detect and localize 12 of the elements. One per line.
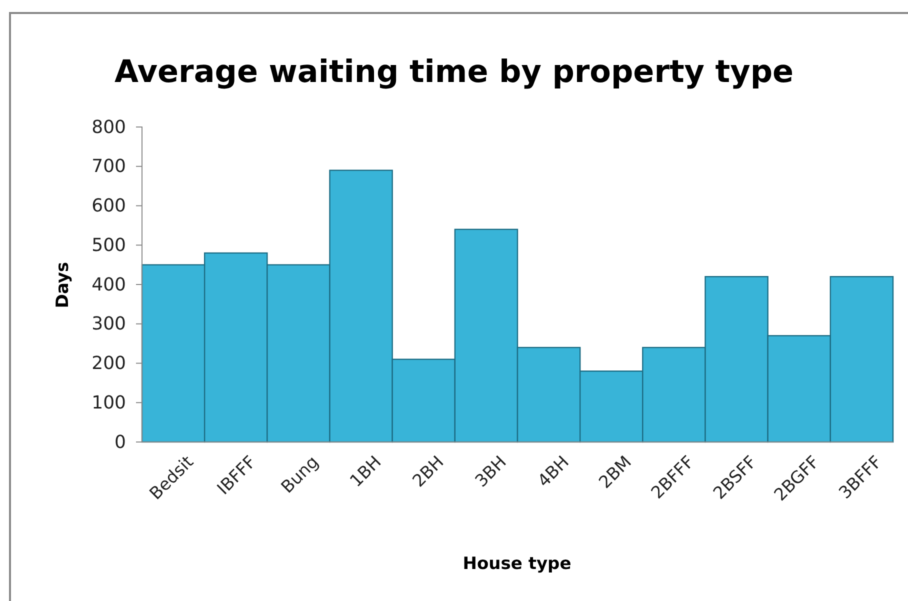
y-tick-label: 0 bbox=[114, 432, 126, 453]
y-axis-title: Days bbox=[53, 262, 73, 308]
chart-title: Average waiting time by property type bbox=[114, 54, 794, 90]
y-tick-label: 700 bbox=[92, 156, 126, 178]
y-tick-label: 600 bbox=[92, 196, 126, 217]
y-tick-label: 400 bbox=[92, 274, 126, 296]
y-tick-label: 100 bbox=[92, 392, 126, 414]
y-tick-label: 200 bbox=[92, 353, 126, 374]
y-tick-label: 500 bbox=[92, 234, 126, 256]
y-tick-label: 300 bbox=[92, 314, 126, 335]
x-axis-title: House type bbox=[462, 554, 572, 574]
y-tick-label: 800 bbox=[92, 116, 126, 138]
